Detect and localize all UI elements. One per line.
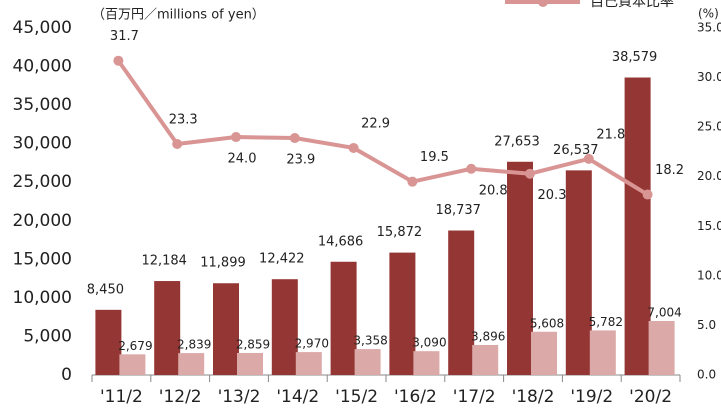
y2-tick-label: 10.0	[697, 268, 721, 282]
bar	[213, 283, 239, 375]
bar-value-label: 5,782	[589, 315, 623, 329]
line-marker	[289, 133, 300, 144]
bar-value-label: 38,579	[612, 50, 658, 65]
bar-value-label: 3,090	[412, 336, 446, 350]
legend-label: 自己資本比率	[590, 0, 674, 10]
x-tick-label: '16/2	[394, 387, 437, 407]
legend-marker	[538, 0, 548, 7]
bar	[448, 230, 475, 375]
line-marker	[642, 189, 653, 200]
y2-tick-label: 5.0	[697, 318, 716, 332]
line-value-label: 23.3	[169, 112, 198, 127]
y-tick-label: 15,000	[13, 249, 72, 269]
line	[116, 59, 649, 197]
bar-value-label: 27,653	[494, 134, 540, 149]
bar	[154, 281, 181, 375]
y2-tick-label: 15.0	[697, 219, 721, 233]
y2-tick-label: 35.0	[697, 21, 721, 35]
line-value-label: 21.8	[596, 127, 625, 142]
x-tick-label: '12/2	[159, 387, 202, 407]
y2-tick-label: 0.0	[697, 368, 716, 382]
line-value-label: 20.3	[538, 188, 567, 203]
line-value-label: 31.7	[110, 29, 139, 44]
y-tick-label: 30,000	[13, 134, 72, 154]
line-value-label: 19.5	[420, 150, 449, 165]
bar-value-label: 5,608	[530, 316, 564, 330]
y-axis-label: （百万円／millions of yen）	[92, 8, 265, 23]
bar-value-label: 2,839	[177, 338, 211, 352]
line-value-label: 23.9	[286, 153, 315, 168]
bar	[648, 320, 675, 375]
line-marker	[466, 163, 477, 174]
line-value-label: 20.8	[479, 183, 508, 198]
line-value-label: 22.9	[361, 116, 390, 131]
bar	[330, 261, 357, 375]
bar	[119, 354, 146, 375]
y-tick-label: 10,000	[13, 288, 72, 308]
y-tick-label: 5,000	[23, 326, 72, 346]
bar	[178, 353, 205, 375]
line-value-label: 24.0	[228, 152, 257, 167]
bar	[295, 352, 322, 375]
bar	[95, 309, 122, 375]
line-marker	[172, 138, 183, 149]
bar	[589, 330, 616, 375]
bar	[565, 170, 592, 375]
x-tick-label: '17/2	[453, 387, 496, 407]
bar-value-label: 18,737	[435, 203, 481, 218]
x-tick-label: '15/2	[335, 387, 378, 407]
line-marker	[231, 132, 241, 143]
bar-value-label: 2,679	[118, 339, 152, 353]
bar	[531, 331, 557, 375]
y2-axis-label: (%)	[698, 7, 719, 21]
bar	[271, 279, 298, 375]
line-marker	[525, 168, 535, 179]
bar	[624, 77, 651, 375]
bar-value-label: 8,450	[87, 282, 124, 297]
line-marker	[583, 153, 594, 164]
x-tick-label: '14/2	[276, 387, 319, 407]
y-tick-label: 20,000	[13, 211, 72, 231]
bar	[413, 351, 440, 375]
line-marker	[113, 55, 124, 66]
bar-value-label: 26,537	[553, 143, 599, 158]
y2-tick-label: 25.0	[697, 120, 721, 134]
bar-value-label: 11,899	[200, 256, 246, 271]
y-tick-label: 45,000	[13, 18, 72, 38]
line-marker	[407, 176, 418, 187]
x-tick-label: '13/2	[218, 387, 261, 407]
y-tick-label: 40,000	[13, 57, 72, 77]
bar-value-label: 3,358	[353, 334, 387, 348]
y2-tick-label: 20.0	[697, 169, 721, 183]
bar-value-label: 15,872	[377, 225, 423, 240]
bar	[237, 352, 263, 375]
line-marker	[348, 142, 359, 153]
bar	[472, 344, 499, 375]
bar	[507, 161, 533, 375]
x-tick-label: '18/2	[512, 387, 555, 407]
y-tick-label: 35,000	[13, 95, 72, 115]
bar-value-label: 2,970	[295, 337, 329, 351]
x-tick-label: '19/2	[570, 387, 613, 407]
bar	[389, 252, 416, 375]
y-tick-label: 25,000	[13, 172, 72, 192]
y-tick-label: 0	[61, 365, 72, 385]
bar-value-label: 3,896	[471, 329, 505, 343]
x-tick-label: '20/2	[629, 387, 672, 407]
x-tick-label: '11/2	[100, 387, 143, 407]
bar-value-label: 2,859	[236, 337, 270, 351]
bar	[354, 349, 381, 375]
y2-tick-label: 30.0	[697, 70, 721, 84]
bar-value-label: 7,004	[647, 305, 681, 319]
bar-value-label: 12,422	[259, 252, 305, 267]
bar-value-label: 14,686	[318, 234, 364, 249]
bar-value-label: 12,184	[141, 254, 187, 269]
line-value-label: 18.2	[655, 163, 684, 178]
